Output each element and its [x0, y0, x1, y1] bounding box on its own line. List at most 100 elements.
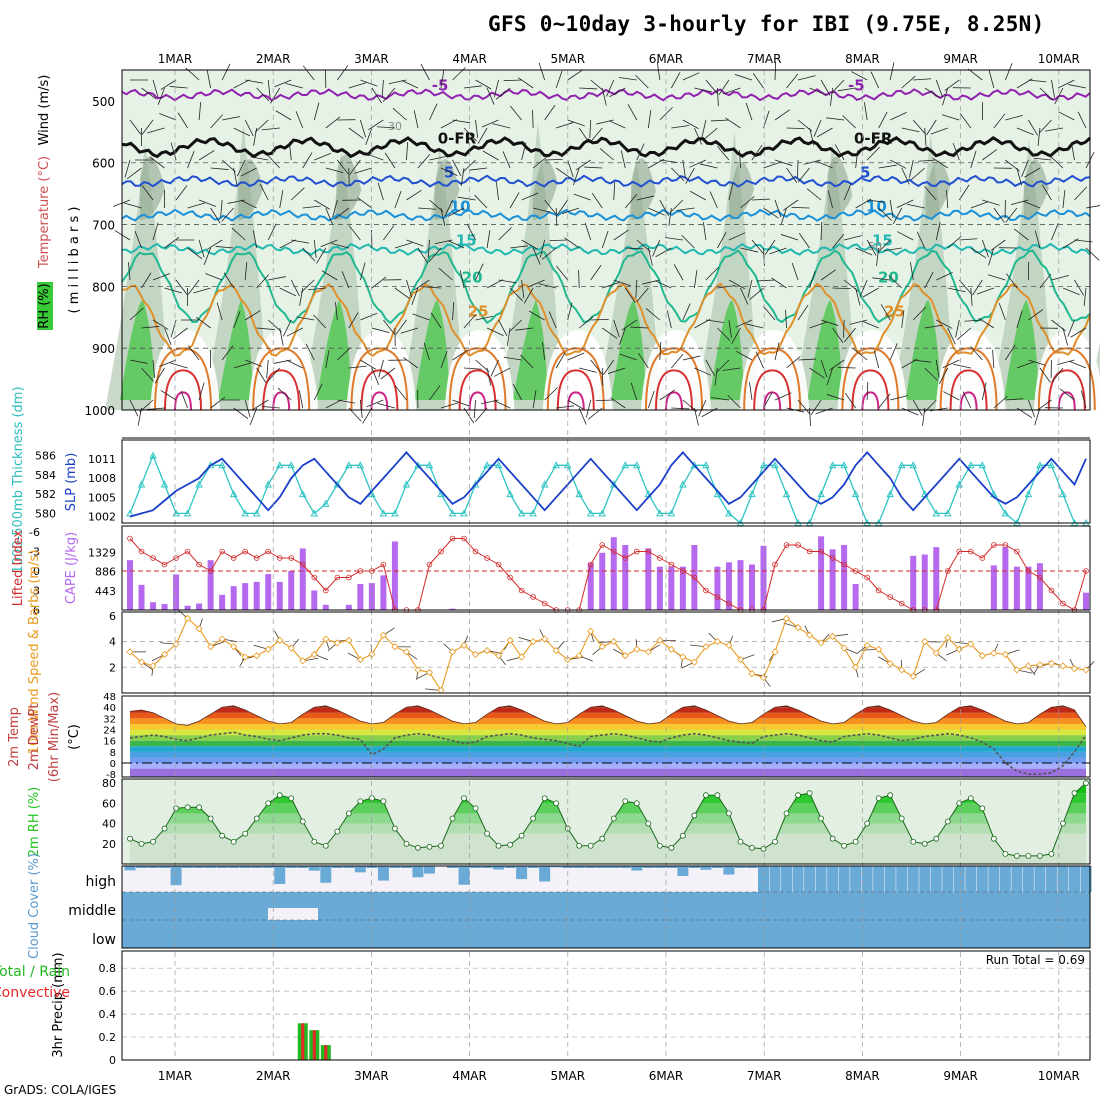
wind-barb [175, 279, 188, 295]
wind-barb [699, 163, 718, 169]
wind-barb [602, 327, 618, 339]
wind-barb [366, 153, 384, 161]
wind-barb [981, 382, 987, 401]
lifted-index-point [1002, 542, 1009, 548]
wind-barb [512, 383, 522, 401]
thickness-tick-label: 580 [35, 507, 56, 520]
wind-speed-point [610, 638, 618, 646]
wind-barb [261, 406, 280, 409]
wind-barb [755, 351, 764, 369]
wind-barb [440, 167, 458, 176]
wind-barb [285, 82, 303, 89]
wind-barb [693, 407, 699, 426]
rh-point [1083, 780, 1089, 786]
temperature-band [130, 723, 1086, 730]
wind-barb [233, 311, 241, 329]
wind-barb [877, 239, 891, 254]
wind-barb [866, 381, 869, 401]
wind-barb [368, 119, 384, 131]
lifted-index-point [829, 555, 836, 561]
wind-barb [134, 231, 142, 249]
wind-barb [444, 199, 453, 217]
rh-point [553, 800, 560, 807]
wind-barb [337, 399, 356, 404]
wind-barb [383, 225, 395, 241]
lifted-index-point [253, 555, 260, 561]
date-label-top: 10MAR [1038, 52, 1080, 66]
wind-barb [250, 156, 269, 161]
warm-isotherm-loop [1037, 347, 1096, 411]
wind-barb [912, 119, 926, 134]
high-cloud-bar [781, 866, 793, 892]
cape-bar [1036, 563, 1043, 610]
wind-barb [348, 127, 364, 139]
wind-barb [988, 70, 995, 89]
high-cloud-bar [481, 866, 493, 868]
wind-barb [710, 119, 729, 122]
wind-barb [837, 87, 856, 92]
wind-barb [591, 192, 603, 209]
lifted-index-point [138, 548, 145, 555]
date-label-bottom: 10MAR [1038, 1069, 1080, 1083]
wind-barb [313, 239, 317, 258]
wind-barb [786, 73, 799, 89]
cape-bar [288, 571, 295, 610]
wind-barb [314, 199, 330, 210]
wind-barb [791, 262, 799, 281]
upper-air-label-temperature: Temperature (°C) [37, 156, 52, 269]
wind-barb [515, 327, 534, 331]
wind-barb [216, 302, 223, 321]
high-cloud-bar [458, 866, 470, 885]
rh-saturated-column [807, 300, 843, 400]
wind-barb [541, 247, 557, 260]
wind-barb [159, 113, 177, 121]
wind-barb [462, 159, 476, 173]
wind-barb [300, 279, 315, 293]
axis-labels: RH (%) Temperature (°C) Wind (m/s) ( m i l … [0, 75, 82, 1058]
rh-point [242, 830, 249, 837]
lifted-index-point [380, 561, 387, 568]
lifted-index-point [461, 535, 467, 542]
wind-barb [671, 353, 684, 369]
lifted-index-point [449, 535, 456, 542]
wind-barb [889, 62, 895, 81]
temperature-axis-label: 2m DewPt [27, 704, 42, 771]
wind-barb [427, 239, 430, 258]
wind-barb [1062, 287, 1080, 296]
wind-barb [912, 306, 927, 321]
wind-barb [740, 247, 759, 253]
wind-barb [406, 189, 422, 201]
lifted-index-point [887, 594, 893, 600]
lifted-index-point [1060, 600, 1066, 607]
wind-barb [896, 199, 914, 208]
wind-speed-point [944, 634, 952, 642]
precip-legend-total: Total / Rain [0, 964, 70, 980]
wind-barb [578, 269, 580, 289]
wind-barb [972, 279, 983, 296]
wind-barb [198, 382, 205, 401]
isotherm-25 [121, 282, 1091, 358]
wind-barb [752, 73, 764, 89]
wind-barb [463, 127, 477, 142]
wind-barb [832, 327, 844, 343]
wind-barb [830, 87, 833, 106]
rh-point [184, 804, 191, 811]
precip-panel: 0 0.2 0.4 0.6 0.8 Run Total = 0.69 [99, 953, 1090, 1067]
wind-barb [360, 312, 378, 321]
wind-barb [613, 229, 629, 241]
cape-axis-label: CAPE (J/kg) [64, 532, 79, 604]
wind-speed-point [356, 656, 364, 664]
lifted-index-point [852, 568, 859, 574]
warm-isotherm-loop [360, 369, 399, 411]
precip-convective-bar [312, 1030, 316, 1060]
wind-barb [430, 312, 442, 329]
wind-barb [1005, 63, 1013, 81]
wind-barb [486, 327, 504, 336]
wind-barb [486, 367, 492, 386]
wind-barb [360, 79, 378, 87]
wind-speed-point [967, 640, 975, 648]
wind-barb [152, 319, 169, 330]
wind-speed-point [759, 674, 768, 682]
wind-barb [252, 230, 258, 249]
thickness-point [1059, 490, 1067, 498]
